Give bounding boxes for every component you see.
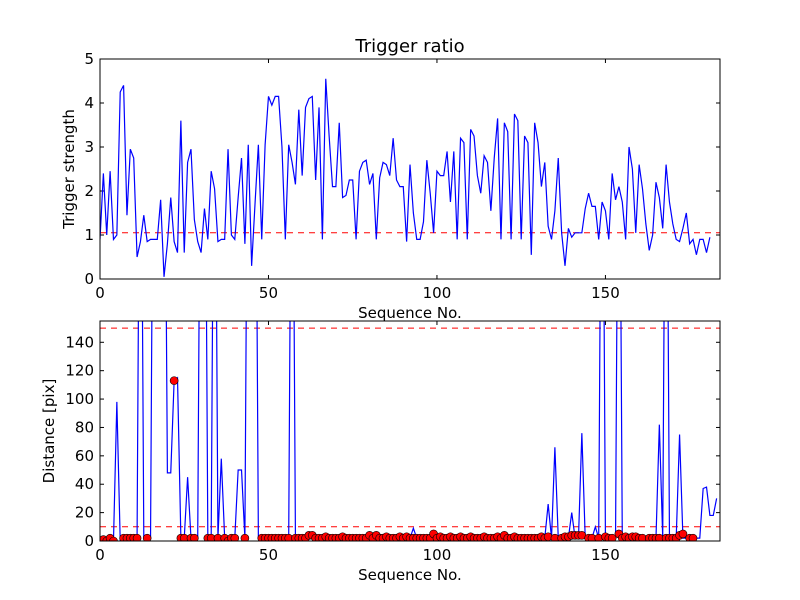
plot-area — [100, 321, 720, 541]
data-point-marker — [142, 533, 152, 541]
x-tick-label: 50 — [259, 284, 278, 302]
y-tick-label: 0 — [84, 270, 94, 288]
axes-frame — [99, 58, 721, 280]
y-tick-label: 120 — [65, 362, 94, 380]
chart-title: Trigger ratio — [354, 36, 464, 57]
y-tick-label: 100 — [65, 390, 94, 408]
tick-group: 0 50 100 150 0 20 40 60 80 100 120 140 — [65, 321, 720, 564]
series-group — [100, 321, 720, 541]
y-tick-label: 2 — [84, 182, 94, 200]
y-tick-label: 60 — [75, 447, 94, 465]
series-line — [100, 78, 711, 277]
plot-area — [100, 78, 720, 277]
series-group — [100, 78, 720, 277]
x-tick-label: 150 — [591, 546, 620, 564]
data-point-marker — [169, 376, 179, 385]
y-tick-label: 40 — [75, 475, 94, 493]
data-point-marker — [688, 533, 698, 541]
data-point-marker — [230, 533, 240, 541]
x-tick-label: 0 — [95, 546, 105, 564]
trigger-ratio-panel: Trigger ratio Sequence No. Trigger stren… — [60, 36, 721, 322]
data-point-marker — [607, 533, 617, 541]
x-tick-label: 150 — [591, 284, 620, 302]
data-point-marker — [678, 529, 688, 539]
axes-frame — [99, 320, 721, 542]
y-tick-label: 3 — [84, 138, 94, 156]
x-tick-label: 100 — [423, 284, 452, 302]
x-tick-label: 100 — [423, 546, 452, 564]
y-tick-label: 4 — [84, 94, 94, 112]
data-point-marker — [190, 533, 199, 541]
y-tick-label: 20 — [75, 504, 94, 522]
x-axis-label: Sequence No. — [358, 304, 462, 322]
distance-panel: Sequence No. Distance [pix] 0 50 100 150 0 20… — [40, 320, 721, 584]
y-tick-label: 5 — [84, 50, 94, 68]
y-axis-label: Distance [pix] — [40, 379, 58, 484]
y-tick-label: 1 — [84, 226, 94, 244]
x-axis-label: Sequence No. — [358, 566, 462, 584]
x-tick-label: 0 — [95, 284, 105, 302]
y-tick-label: 80 — [75, 418, 94, 436]
y-axis-label: Trigger strength — [60, 109, 78, 230]
data-point-marker — [109, 536, 118, 541]
y-tick-label: 0 — [84, 532, 94, 550]
data-point-marker — [240, 533, 250, 541]
x-tick-label: 50 — [259, 546, 278, 564]
y-tick-label: 140 — [65, 333, 94, 351]
data-point-marker — [132, 533, 142, 541]
